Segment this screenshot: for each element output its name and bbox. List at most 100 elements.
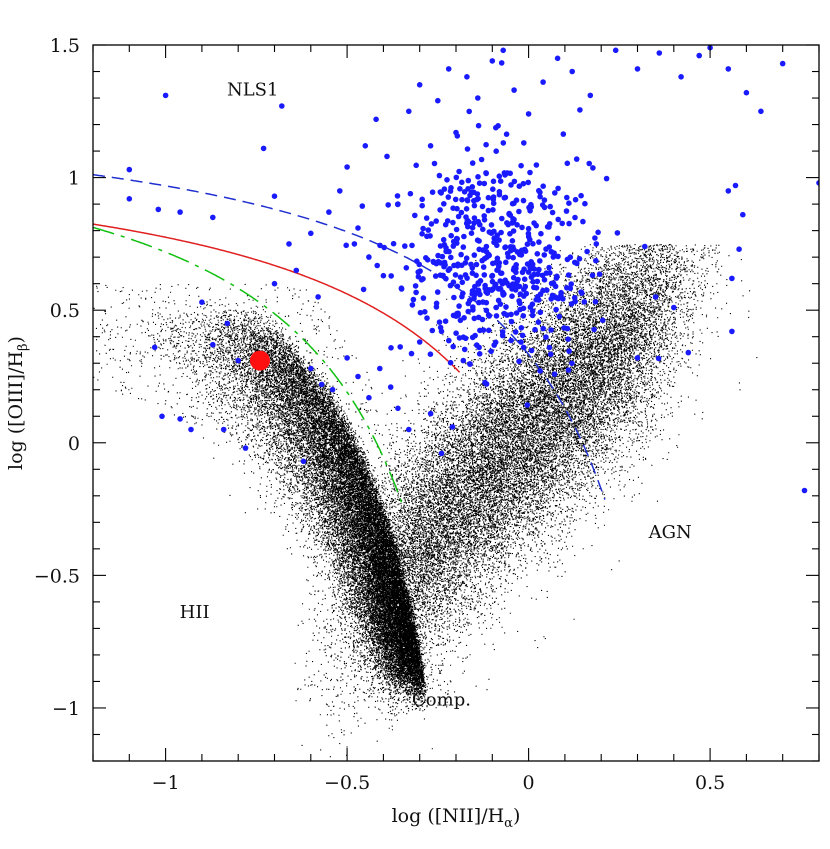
- nls1-point: [501, 291, 507, 297]
- nls1-point: [582, 201, 588, 207]
- nls1-point: [315, 294, 321, 300]
- nls1-point: [430, 328, 436, 334]
- nls1-point: [566, 272, 572, 278]
- nls1-point: [542, 252, 548, 258]
- nls1-point: [441, 264, 447, 270]
- nls1-point: [519, 325, 525, 331]
- nls1-point: [486, 328, 492, 334]
- nls1-point: [555, 186, 561, 192]
- nls1-point: [510, 238, 516, 244]
- nls1-point: [243, 445, 249, 451]
- nls1-point: [453, 330, 459, 336]
- nls1-point: [526, 205, 532, 211]
- nls1-point: [381, 273, 387, 279]
- nls1-point: [481, 264, 487, 270]
- nls1-point: [381, 245, 387, 251]
- nls1-point: [536, 319, 542, 325]
- nls1-point: [499, 270, 505, 276]
- nls1-point: [470, 160, 476, 166]
- nls1-point: [326, 209, 332, 215]
- nls1-point: [510, 255, 516, 261]
- nls1-point: [474, 342, 480, 348]
- nls1-point: [461, 358, 467, 364]
- nls1-point: [551, 254, 557, 260]
- nls1-point: [613, 48, 619, 54]
- nls1-point: [458, 274, 464, 280]
- nls1-point: [210, 215, 216, 221]
- region-label-comp: Comp.: [412, 689, 471, 710]
- nls1-point: [366, 395, 372, 401]
- nls1-point: [468, 262, 474, 268]
- nls1-point: [451, 295, 457, 301]
- nls1-point: [466, 109, 472, 115]
- nls1-point: [574, 156, 580, 162]
- nls1-point: [454, 236, 460, 242]
- y-tick-label: 0.5: [50, 300, 80, 322]
- nls1-point: [498, 286, 504, 292]
- nls1-point: [593, 258, 599, 264]
- nls1-point: [337, 188, 343, 194]
- nls1-point: [573, 197, 579, 203]
- nls1-point: [472, 252, 478, 258]
- nls1-point: [480, 299, 486, 305]
- nls1-point: [516, 209, 522, 215]
- highlight-point: [250, 351, 270, 371]
- nls1-point: [225, 321, 231, 327]
- nls1-point: [355, 374, 361, 380]
- nls1-point: [454, 227, 460, 233]
- nls1-point: [152, 345, 158, 351]
- nls1-point: [460, 280, 466, 286]
- nls1-point: [577, 107, 583, 113]
- nls1-point: [566, 367, 572, 373]
- nls1-point: [477, 351, 483, 357]
- nls1-point: [402, 243, 408, 249]
- nls1-point: [453, 272, 459, 278]
- nls1-point: [516, 359, 522, 365]
- highlighted-object-point: [250, 351, 270, 371]
- nls1-point: [308, 366, 314, 372]
- nls1-point: [729, 329, 735, 335]
- nls1-point: [435, 253, 441, 259]
- nls1-point: [448, 283, 454, 289]
- nls1-point: [472, 333, 478, 339]
- nls1-point: [490, 273, 496, 279]
- nls1-point: [550, 210, 556, 216]
- nls1-point: [484, 308, 490, 314]
- nls1-point: [526, 231, 532, 237]
- nls1-point: [532, 327, 538, 333]
- nls1-point: [503, 304, 509, 310]
- nls1-point: [465, 309, 471, 315]
- nls1-point: [549, 249, 555, 255]
- nls1-point: [489, 222, 495, 228]
- nls1-point: [678, 74, 684, 80]
- nls1-point: [428, 351, 434, 357]
- nls1-point: [561, 131, 567, 137]
- nls1-point: [425, 257, 431, 263]
- nls1-point: [416, 274, 422, 280]
- nls1-point: [555, 254, 561, 260]
- nls1-point: [493, 340, 499, 346]
- nls1-point: [472, 215, 478, 221]
- nls1-point: [542, 197, 548, 203]
- nls1-point: [486, 208, 492, 214]
- nls1-point: [409, 351, 415, 357]
- nls1-point: [527, 170, 533, 176]
- nls1-point: [484, 287, 490, 293]
- nls1-point: [439, 451, 445, 457]
- nls1-point: [473, 273, 479, 279]
- nls1-point: [504, 220, 510, 226]
- nls1-point: [501, 140, 507, 146]
- nls1-point: [413, 283, 419, 289]
- nls1-point: [565, 336, 571, 342]
- nls1-point: [595, 230, 601, 236]
- nls1-point: [509, 293, 515, 299]
- nls1-point: [159, 414, 165, 420]
- nls1-point: [509, 319, 515, 325]
- nls1-point: [455, 284, 461, 290]
- nls1-point: [521, 198, 527, 204]
- nls1-point: [471, 198, 477, 204]
- x-tick-label: −1: [152, 772, 180, 794]
- y-tick-label: 1: [68, 168, 80, 190]
- nls1-point: [564, 195, 570, 201]
